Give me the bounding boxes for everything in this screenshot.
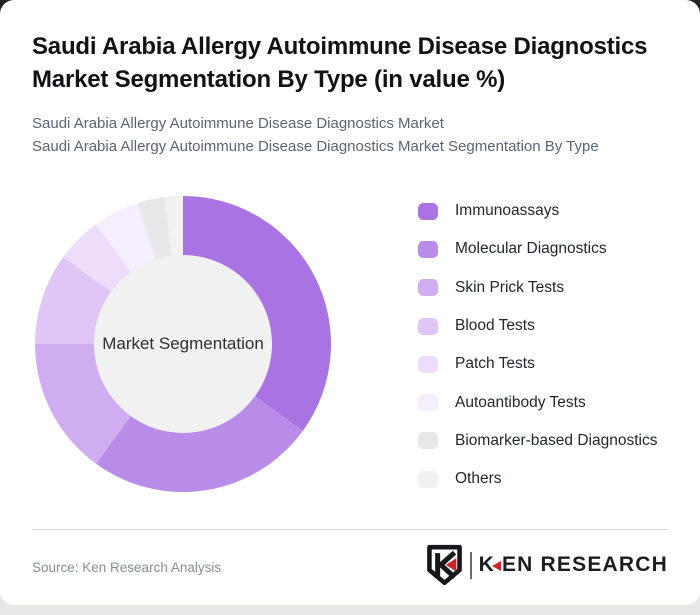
- donut-segment-molecular-diagnostics[interactable]: [96, 396, 303, 492]
- legend-item-others[interactable]: Others: [418, 470, 657, 488]
- legend-label: Skin Prick Tests: [455, 278, 565, 296]
- legend-item-immunoassays[interactable]: Immunoassays: [418, 202, 657, 220]
- legend-label: Immunoassays: [455, 202, 560, 220]
- legend-label: Others: [455, 470, 502, 488]
- legend-swatch: [418, 317, 438, 335]
- donut-segment-autoantibody-tests[interactable]: [96, 203, 156, 272]
- donut-segment-patch-tests[interactable]: [63, 224, 131, 292]
- subtitle-line-1: Saudi Arabia Allergy Autoimmune Disease …: [32, 115, 444, 132]
- donut-hole: [93, 254, 273, 434]
- donut-segment-biomarker-based-diagnostics[interactable]: [137, 197, 172, 260]
- legend-label: Autoantibody Tests: [455, 393, 586, 411]
- legend-swatch: [418, 394, 438, 412]
- legend-swatch: [418, 240, 438, 258]
- legend-item-biomarker-based-diagnostics[interactable]: Biomarker-based Diagnostics: [418, 432, 657, 450]
- legend-label: Molecular Diagnostics: [455, 240, 607, 258]
- legend-item-molecular-diagnostics[interactable]: Molecular Diagnostics: [418, 240, 657, 258]
- footer-divider: [32, 529, 668, 530]
- legend-swatch: [418, 470, 438, 488]
- logo-wordmark: K EN RESEARCH: [479, 553, 668, 577]
- legend: Immunoassays Molecular Diagnostics Skin …: [418, 192, 657, 498]
- chart-subtitles: Saudi Arabia Allergy Autoimmune Disease …: [32, 112, 599, 158]
- donut-svg: [35, 196, 331, 492]
- legend-label: Patch Tests: [455, 355, 535, 373]
- logo-red-arrow-icon: [491, 560, 501, 571]
- subtitle-line-2: Saudi Arabia Allergy Autoimmune Disease …: [32, 138, 599, 155]
- donut-segment-others[interactable]: [164, 196, 183, 256]
- shield-red-arrow: [445, 558, 456, 572]
- legend-swatch: [418, 432, 438, 450]
- page-title: Saudi Arabia Allergy Autoimmune Disease …: [32, 33, 648, 93]
- source-text: Source: Ken Research Analysis: [32, 560, 222, 575]
- legend-swatch: [418, 355, 438, 373]
- wordmark-k: K: [478, 553, 495, 576]
- legend-item-patch-tests[interactable]: Patch Tests: [418, 355, 657, 373]
- legend-label: Blood Tests: [455, 317, 535, 335]
- legend-item-blood-tests[interactable]: Blood Tests: [418, 317, 657, 335]
- legend-label: Biomarker-based Diagnostics: [455, 431, 658, 449]
- legend-swatch: [418, 279, 438, 297]
- donut-segment-immunoassays[interactable]: [183, 196, 331, 431]
- legend-item-skin-prick-tests[interactable]: Skin Prick Tests: [418, 279, 657, 297]
- legend-item-autoantibody-tests[interactable]: Autoantibody Tests: [418, 394, 657, 412]
- logo-divider-bar: [469, 551, 472, 579]
- wordmark-rest: EN RESEARCH: [501, 553, 668, 576]
- donut-segment-skin-prick-tests[interactable]: [35, 344, 131, 464]
- legend-swatch: [418, 202, 438, 220]
- donut-segment-blood-tests[interactable]: [35, 257, 111, 344]
- ken-research-logo: K EN RESEARCH: [426, 544, 668, 586]
- donut-chart: Market Segmentation: [35, 196, 331, 492]
- ken-shield-icon: [426, 544, 462, 586]
